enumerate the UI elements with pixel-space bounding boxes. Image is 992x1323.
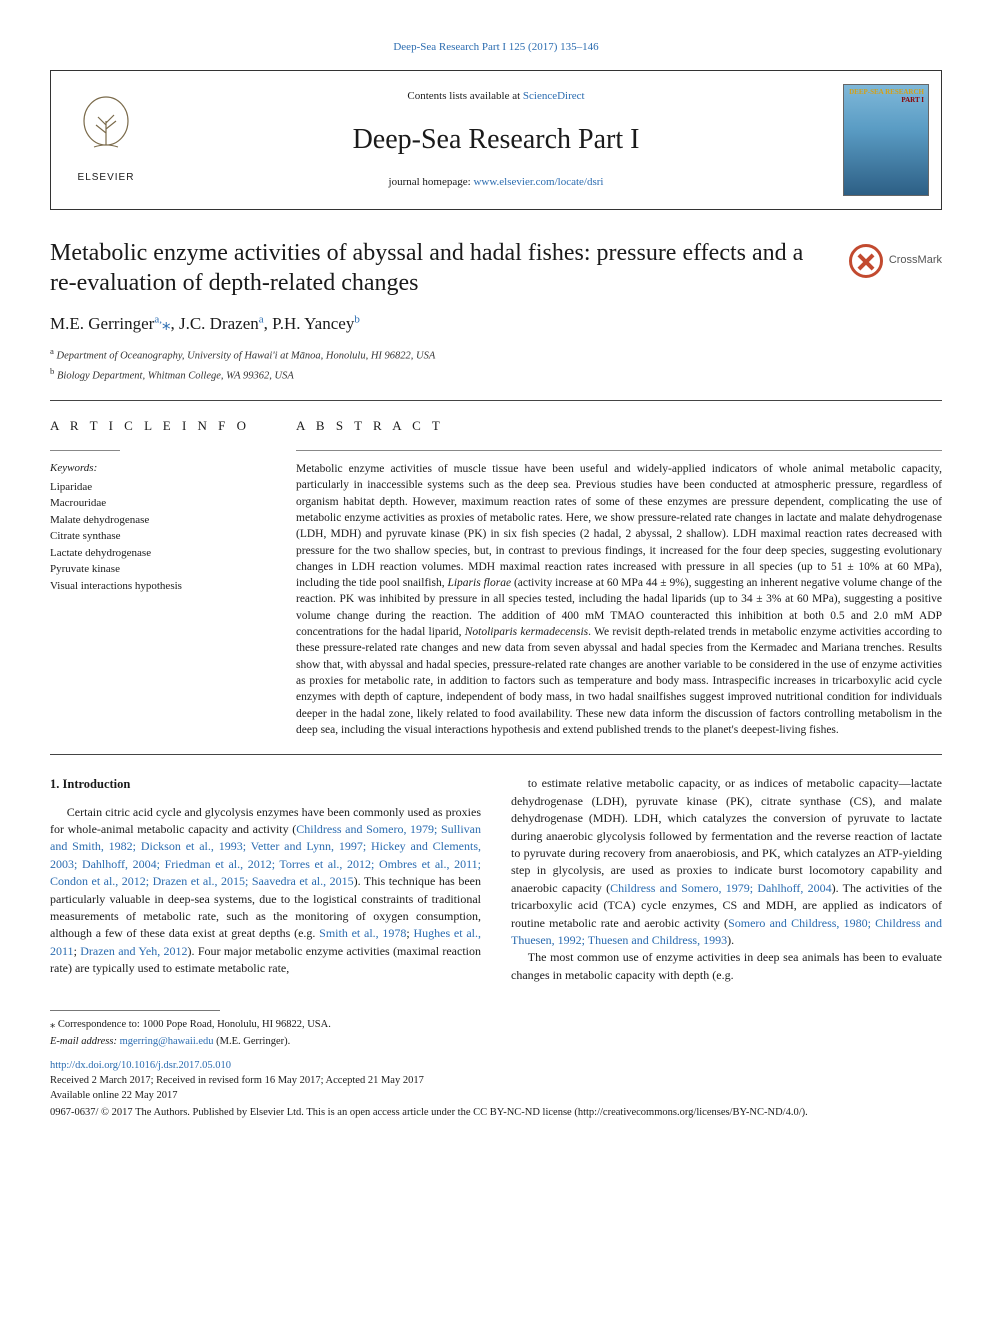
crossmark-label: CrossMark [889,253,942,269]
article-body: 1. Introduction Certain citric acid cycl… [50,775,942,984]
keyword: Lactate dehydrogenase [50,545,260,562]
header-center: Contents lists available at ScienceDirec… [161,71,831,209]
keywords-list: LiparidaeMacrouridaeMalate dehydrogenase… [50,479,260,595]
journal-name: Deep-Sea Research Part I [353,120,640,161]
sciencedirect-link[interactable]: ScienceDirect [523,90,585,102]
publisher-name: ELSEVIER [78,171,135,186]
author-list: M.E. Gerringera,⁎, J.C. Drazena, P.H. Ya… [50,312,942,337]
divider [296,450,942,451]
affiliation: a Department of Oceanography, University… [50,345,942,364]
article-info-heading: A R T I C L E I N F O [50,417,260,436]
footer: ⁎ Correspondence to: 1000 Pope Road, Hon… [50,1010,942,1120]
intro-paragraph: The most common use of enzyme activities… [511,949,942,984]
keyword: Pyruvate kinase [50,561,260,578]
elsevier-tree-icon [76,95,136,167]
keyword: Macrouridae [50,495,260,512]
affiliation: b Biology Department, Whitman College, W… [50,365,942,384]
journal-header: ELSEVIER Contents lists available at Sci… [50,70,942,210]
homepage-line: journal homepage: www.elsevier.com/locat… [389,175,604,191]
intro-paragraph: Certain citric acid cycle and glycolysis… [50,804,481,978]
article-title: Metabolic enzyme activities of abyssal a… [50,238,833,298]
divider [50,400,942,401]
intro-paragraph: to estimate relative metabolic capacity,… [511,775,942,949]
footnote-rule [50,1010,220,1011]
divider [50,754,942,755]
crossmark-badge[interactable]: CrossMark [849,238,942,278]
divider [50,450,120,451]
keywords-label: Keywords: [50,461,260,477]
section-heading: 1. Introduction [50,775,481,793]
keyword: Visual interactions hypothesis [50,578,260,595]
abstract-text: Metabolic enzyme activities of muscle ti… [296,461,942,739]
contents-prefix: Contents lists available at [407,90,522,102]
issue-reference: Deep-Sea Research Part I 125 (2017) 135–… [50,40,942,56]
article-info-sidebar: A R T I C L E I N F O Keywords: Liparida… [50,417,260,738]
keyword: Citrate synthase [50,528,260,545]
corresponding-address: ⁎ Correspondence to: 1000 Pope Road, Hon… [50,1017,942,1032]
corresponding-email: E-mail address: mgerring@hawaii.edu (M.E… [50,1034,942,1049]
publisher-logo: ELSEVIER [51,71,161,209]
contents-line: Contents lists available at ScienceDirec… [407,89,584,105]
article-dates: Received 2 March 2017; Received in revis… [50,1073,942,1088]
abstract-heading: A B S T R A C T [296,417,942,436]
cover-title: DEEP-SEA RESEARCHPART I [849,89,924,104]
homepage-prefix: journal homepage: [389,176,474,188]
email-link[interactable]: mgerring@hawaii.edu [120,1036,214,1047]
crossmark-icon [849,244,883,278]
copyright-line: 0967-0637/ © 2017 The Authors. Published… [50,1105,942,1120]
journal-cover: DEEP-SEA RESEARCHPART I [831,71,941,209]
homepage-link[interactable]: www.elsevier.com/locate/dsri [473,176,603,188]
keyword: Malate dehydrogenase [50,512,260,529]
cover-thumbnail: DEEP-SEA RESEARCHPART I [843,84,929,196]
abstract-column: A B S T R A C T Metabolic enzyme activit… [296,417,942,738]
keyword: Liparidae [50,479,260,496]
doi-link[interactable]: http://dx.doi.org/10.1016/j.dsr.2017.05.… [50,1058,942,1073]
affiliation-list: a Department of Oceanography, University… [50,345,942,384]
issue-link[interactable]: Deep-Sea Research Part I 125 (2017) 135–… [393,41,598,53]
available-online: Available online 22 May 2017 [50,1088,942,1103]
